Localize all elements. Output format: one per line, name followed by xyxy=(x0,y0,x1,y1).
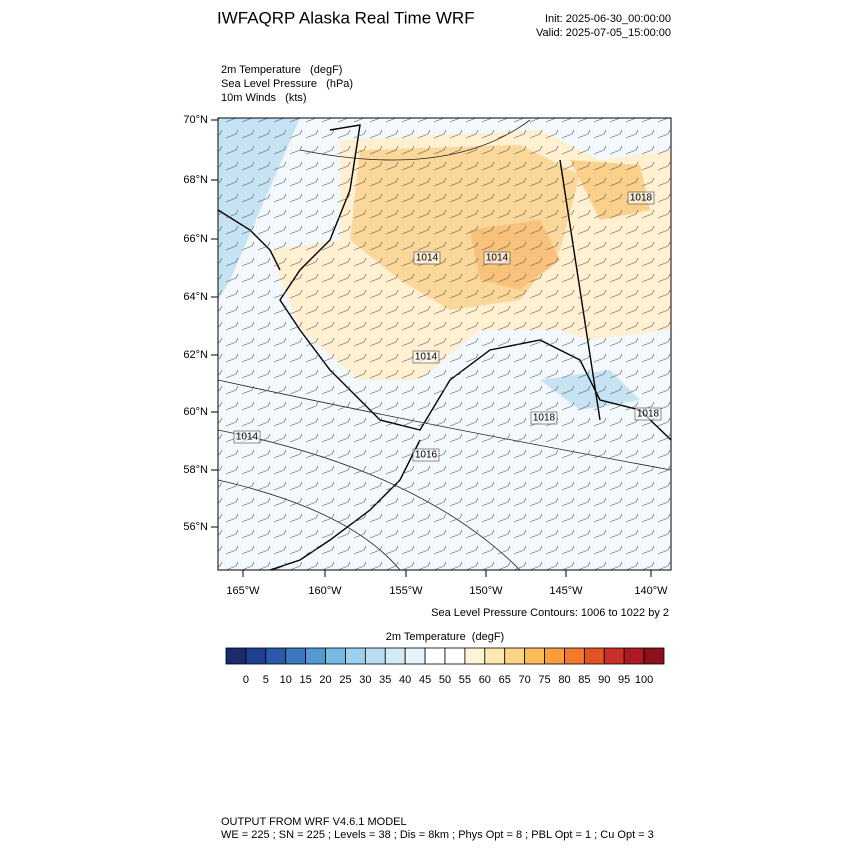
colorbar-box xyxy=(464,647,486,665)
contour-label-box xyxy=(233,430,261,444)
colorbar-box xyxy=(225,647,247,665)
lon-label: 155°W xyxy=(389,585,423,597)
lon-label: 140°W xyxy=(634,585,668,597)
contour-label: 1018 xyxy=(637,409,660,420)
colorbar-label: 40 xyxy=(399,674,411,686)
colorbar-box xyxy=(504,647,526,665)
contour-label: 1014 xyxy=(415,352,438,363)
colorbar-box xyxy=(603,647,625,665)
colorbar-box xyxy=(484,647,506,665)
colorbar-box xyxy=(404,647,426,665)
init-time: Init: 2025-06-30_00:00:00 xyxy=(545,13,671,25)
colorbar-label: 45 xyxy=(419,674,431,686)
lon-label: 150°W xyxy=(469,585,503,597)
colorbar-label: 10 xyxy=(280,674,292,686)
contour-label-box xyxy=(530,411,558,425)
colorbar-label: 55 xyxy=(459,674,471,686)
contour-label-box xyxy=(483,251,511,265)
colorbar-label: 20 xyxy=(319,674,331,686)
colorbar-box xyxy=(544,647,565,665)
colorbar-box xyxy=(305,647,326,665)
colorbar-label: 5 xyxy=(263,674,269,686)
lat-label: 64°N xyxy=(183,291,208,303)
colorbar-label: 90 xyxy=(598,674,610,686)
colorbar-box xyxy=(345,647,366,665)
field-label: 2m Temperature (degF) xyxy=(221,64,342,76)
contour-label: 1018 xyxy=(630,193,653,204)
colorbar-box xyxy=(583,647,605,665)
colorbar-box xyxy=(444,647,466,665)
contour-label-box xyxy=(627,191,655,205)
lat-label: 70°N xyxy=(183,114,208,126)
contour-label: 1014 xyxy=(416,253,439,264)
contour-label: 1014 xyxy=(236,432,259,443)
colorbar-box xyxy=(643,647,665,665)
lon-label: 160°W xyxy=(308,585,342,597)
colorbar-label: 60 xyxy=(479,674,491,686)
map xyxy=(218,118,671,570)
contour-label-box xyxy=(413,251,441,265)
colorbar-box xyxy=(384,647,406,665)
contour-label-box xyxy=(412,448,440,462)
field-label: Sea Level Pressure (hPa) xyxy=(221,78,353,90)
colorbar-label: 70 xyxy=(519,674,531,686)
map-frame xyxy=(217,117,672,571)
colorbar-label: 0 xyxy=(243,674,249,686)
colorbar-label: 35 xyxy=(379,674,391,686)
lon-label: 165°W xyxy=(226,585,260,597)
colorbar-label: 15 xyxy=(300,674,312,686)
colorbar-label: 95 xyxy=(618,674,630,686)
colorbar-box xyxy=(285,647,307,665)
colorbar-box xyxy=(325,647,346,665)
lat-label: 68°N xyxy=(183,174,208,186)
colorbar-box xyxy=(424,647,446,665)
colorbar-label: 80 xyxy=(558,674,570,686)
lon-label: 145°W xyxy=(549,585,583,597)
contour-label: 1016 xyxy=(415,450,438,461)
colorbar-label: 75 xyxy=(538,674,550,686)
contour-label: 1014 xyxy=(486,253,509,264)
lat-label: 66°N xyxy=(183,233,208,245)
colorbar-box xyxy=(364,647,386,665)
colorbar-label: 85 xyxy=(578,674,590,686)
colorbar-label: 100 xyxy=(635,674,653,686)
footer: OUTPUT FROM WRF V4.6.1 MODEL xyxy=(221,816,407,828)
footer: WE = 225 ; SN = 225 ; Levels = 38 ; Dis … xyxy=(221,829,654,841)
contour-label-box xyxy=(634,407,662,421)
contour-label: 1018 xyxy=(533,413,556,424)
lat-label: 58°N xyxy=(183,464,208,476)
colorbar-box xyxy=(245,647,267,665)
field-label: 10m Winds (kts) xyxy=(221,92,307,104)
colorbar-title: 2m Temperature (degF) xyxy=(386,631,504,643)
colorbar-label: 50 xyxy=(439,674,451,686)
colorbar-label: 30 xyxy=(359,674,371,686)
colorbar-label: 25 xyxy=(339,674,351,686)
colorbar-box xyxy=(623,647,645,665)
colorbar-label: 65 xyxy=(499,674,511,686)
colorbar-box xyxy=(564,647,585,665)
contour-note: Sea Level Pressure Contours: 1006 to 102… xyxy=(431,607,669,619)
colorbar-box xyxy=(265,647,287,665)
colorbar-box xyxy=(524,647,545,665)
lat-label: 60°N xyxy=(183,406,208,418)
valid-time: Valid: 2025-07-05_15:00:00 xyxy=(536,27,671,39)
lat-label: 62°N xyxy=(183,349,208,361)
lat-label: 56°N xyxy=(183,521,208,533)
title: IWFAQRP Alaska Real Time WRF xyxy=(217,8,475,27)
contour-label-box xyxy=(412,350,440,364)
